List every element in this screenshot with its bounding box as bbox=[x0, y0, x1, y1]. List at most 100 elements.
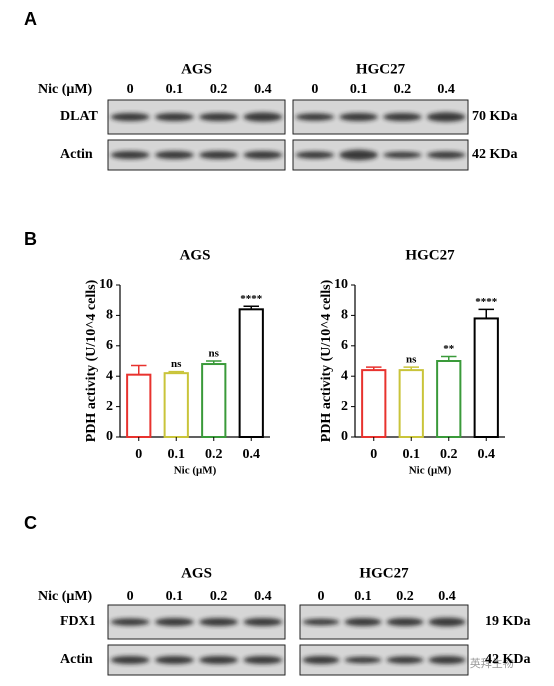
chart-title: AGS bbox=[180, 247, 211, 263]
x-tick-label: 0.4 bbox=[478, 447, 496, 462]
size-label: 70 KDa bbox=[472, 109, 518, 124]
blot-band bbox=[383, 113, 422, 121]
dose-label: 0 bbox=[311, 82, 318, 97]
blot-band bbox=[154, 151, 194, 159]
y-tick-label: 0 bbox=[341, 429, 348, 444]
blot-band bbox=[302, 656, 340, 664]
blot-band bbox=[339, 149, 378, 161]
dose-label: 0 bbox=[127, 589, 134, 604]
bar bbox=[436, 360, 462, 438]
y-tick-label: 8 bbox=[106, 308, 113, 323]
chart-title: HGC27 bbox=[405, 247, 455, 263]
x-tick-label: 0.1 bbox=[168, 447, 186, 462]
blot-band bbox=[110, 618, 150, 626]
treatment-label: Nic (μM) bbox=[38, 82, 93, 97]
blot-band bbox=[154, 618, 194, 626]
y-tick-label: 4 bbox=[341, 368, 348, 383]
treatment-label: Nic (μM) bbox=[38, 589, 93, 604]
size-label: 42 KDa bbox=[485, 652, 531, 667]
significance-label: ** bbox=[443, 343, 455, 355]
y-axis-label: PDH activity (U/10^4 cells) bbox=[84, 279, 99, 442]
bar bbox=[361, 369, 387, 438]
cell-line: AGS bbox=[181, 565, 212, 581]
blot-band bbox=[154, 113, 194, 121]
dose-label: 0.2 bbox=[210, 589, 228, 604]
size-label: 42 KDa bbox=[472, 147, 518, 162]
dose-label: 0 bbox=[127, 82, 134, 97]
x-tick-label: 0.2 bbox=[440, 447, 458, 462]
y-tick-label: 6 bbox=[341, 338, 348, 353]
blot-band bbox=[199, 151, 239, 159]
error-bar bbox=[168, 370, 184, 374]
cell-line: AGS bbox=[181, 61, 212, 77]
dose-label: 0.2 bbox=[396, 589, 414, 604]
x-tick-label: 0 bbox=[370, 447, 377, 462]
x-tick-label: 0.2 bbox=[205, 447, 223, 462]
panel-label: A bbox=[24, 9, 37, 29]
cell-line: HGC27 bbox=[359, 565, 409, 581]
blot-band bbox=[344, 656, 382, 664]
y-tick-label: 6 bbox=[106, 338, 113, 353]
protein-label: DLAT bbox=[60, 109, 99, 124]
protein-label: Actin bbox=[60, 147, 93, 162]
blot-band bbox=[110, 113, 150, 121]
y-axis-label: PDH activity (U/10^4 cells) bbox=[319, 279, 334, 442]
blot-band bbox=[110, 656, 150, 664]
dose-label: 0.2 bbox=[394, 82, 412, 97]
blot-band bbox=[426, 151, 466, 159]
blot-band bbox=[302, 618, 340, 626]
blot-band bbox=[199, 113, 239, 121]
y-tick-label: 2 bbox=[106, 399, 113, 414]
dose-label: 0.1 bbox=[350, 82, 368, 97]
significance-label: ns bbox=[171, 358, 182, 370]
error-bar bbox=[131, 364, 147, 375]
blot-band bbox=[199, 656, 239, 664]
blot-band bbox=[295, 151, 335, 159]
bar bbox=[238, 308, 264, 439]
dose-label: 0.4 bbox=[254, 82, 272, 97]
panel-label: B bbox=[24, 229, 37, 249]
error-bar bbox=[206, 360, 222, 365]
bar bbox=[126, 373, 152, 438]
blot-band bbox=[243, 656, 283, 664]
error-bar bbox=[366, 366, 382, 371]
blot-band bbox=[154, 656, 194, 664]
significance-label: ns bbox=[209, 348, 220, 360]
blot-band bbox=[428, 617, 466, 627]
y-tick-label: 8 bbox=[341, 308, 348, 323]
protein-label: Actin bbox=[60, 652, 93, 667]
y-tick-label: 10 bbox=[334, 277, 348, 292]
blot-band bbox=[428, 656, 466, 664]
blot-band bbox=[339, 113, 378, 121]
panel-label: C bbox=[24, 513, 37, 533]
dose-label: 0.4 bbox=[437, 82, 455, 97]
size-label: 19 KDa bbox=[485, 614, 531, 629]
x-tick-label: 0.4 bbox=[243, 447, 261, 462]
blot-band bbox=[199, 618, 239, 626]
bar bbox=[163, 372, 189, 439]
dose-label: 0.1 bbox=[166, 82, 184, 97]
bar bbox=[473, 317, 499, 438]
error-bar bbox=[478, 308, 494, 319]
significance-label: **** bbox=[475, 296, 498, 308]
bar bbox=[201, 363, 227, 439]
blot-band bbox=[295, 113, 335, 121]
blot-band bbox=[243, 112, 283, 122]
x-tick-label: 0.1 bbox=[403, 447, 421, 462]
y-tick-label: 10 bbox=[99, 277, 113, 292]
dose-label: 0 bbox=[318, 589, 325, 604]
error-bar bbox=[441, 355, 457, 361]
y-tick-label: 2 bbox=[341, 399, 348, 414]
dose-label: 0.1 bbox=[166, 589, 184, 604]
blot-band bbox=[110, 151, 150, 159]
error-bar bbox=[243, 305, 259, 310]
dose-label: 0.1 bbox=[354, 589, 372, 604]
blot-band bbox=[344, 618, 382, 626]
blot-band bbox=[383, 151, 422, 159]
bar bbox=[398, 369, 424, 438]
x-tick-label: 0 bbox=[135, 447, 142, 462]
significance-label: **** bbox=[240, 293, 263, 305]
dose-label: 0.4 bbox=[438, 589, 456, 604]
y-tick-label: 0 bbox=[106, 429, 113, 444]
